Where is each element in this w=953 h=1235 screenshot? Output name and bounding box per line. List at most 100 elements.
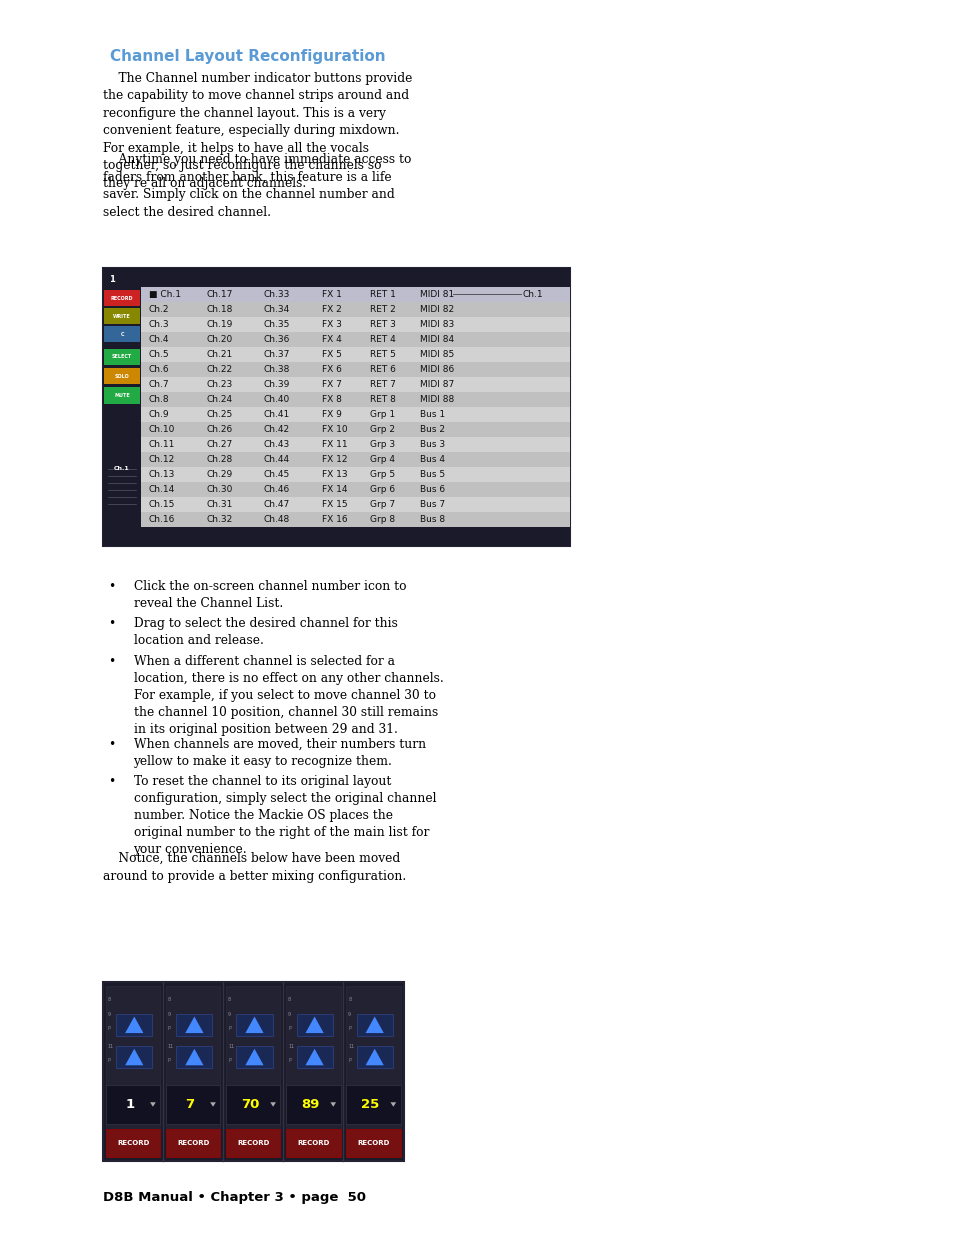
Polygon shape	[305, 1016, 323, 1032]
Text: Ch.16: Ch.16	[149, 515, 175, 525]
Text: Grp 5: Grp 5	[370, 471, 395, 479]
FancyBboxPatch shape	[104, 388, 140, 404]
Text: P: P	[228, 1026, 231, 1031]
Polygon shape	[390, 1103, 395, 1107]
Text: RECORD: RECORD	[111, 296, 133, 301]
FancyBboxPatch shape	[141, 482, 570, 498]
FancyBboxPatch shape	[346, 1130, 400, 1157]
Text: •: •	[108, 739, 115, 751]
Text: Ch.12: Ch.12	[149, 456, 175, 464]
Text: P: P	[348, 1026, 351, 1031]
FancyBboxPatch shape	[286, 986, 340, 1157]
FancyBboxPatch shape	[104, 290, 140, 306]
Text: Ch.13: Ch.13	[149, 471, 175, 479]
Text: Ch.28: Ch.28	[206, 456, 233, 464]
Text: RECORD: RECORD	[177, 1140, 209, 1146]
Text: Ch.10: Ch.10	[149, 425, 175, 433]
Text: FX 6: FX 6	[322, 364, 342, 374]
Text: Click the on-screen channel number icon to
reveal the Channel List.: Click the on-screen channel number icon …	[133, 580, 406, 610]
FancyBboxPatch shape	[226, 986, 280, 1157]
FancyBboxPatch shape	[141, 467, 570, 482]
Polygon shape	[150, 1103, 155, 1107]
Text: 89: 89	[301, 1098, 319, 1112]
Text: MIDI 86: MIDI 86	[419, 364, 454, 374]
Text: MUTE: MUTE	[114, 393, 130, 398]
FancyBboxPatch shape	[141, 452, 570, 467]
Text: Ch.9: Ch.9	[149, 410, 170, 419]
Text: 9: 9	[108, 1011, 111, 1016]
FancyBboxPatch shape	[141, 268, 570, 287]
Text: P: P	[348, 1058, 351, 1063]
Text: 8: 8	[108, 997, 111, 1003]
Text: Bus 8: Bus 8	[419, 515, 444, 525]
Text: FX 14: FX 14	[322, 485, 348, 494]
FancyBboxPatch shape	[346, 1084, 400, 1124]
Text: FX 8: FX 8	[322, 395, 342, 404]
FancyBboxPatch shape	[103, 268, 141, 546]
Text: Ch.1: Ch.1	[521, 289, 542, 299]
Text: Channel Layout Reconfiguration: Channel Layout Reconfiguration	[110, 49, 385, 64]
Text: Ch.19: Ch.19	[206, 320, 233, 329]
FancyBboxPatch shape	[166, 1130, 220, 1157]
Text: RET 2: RET 2	[370, 305, 395, 314]
Text: 8: 8	[348, 997, 351, 1003]
Text: 9: 9	[348, 1011, 351, 1016]
Text: Ch.25: Ch.25	[206, 410, 233, 419]
Text: MIDI 82: MIDI 82	[419, 305, 454, 314]
Text: RET 5: RET 5	[370, 350, 395, 358]
Text: Ch.6: Ch.6	[149, 364, 170, 374]
Text: 8: 8	[228, 997, 231, 1003]
FancyBboxPatch shape	[166, 986, 220, 1157]
FancyBboxPatch shape	[116, 1014, 152, 1035]
Text: 8: 8	[288, 997, 291, 1003]
Text: Bus 6: Bus 6	[419, 485, 444, 494]
Text: FX 3: FX 3	[322, 320, 342, 329]
FancyBboxPatch shape	[141, 362, 570, 377]
Text: FX 9: FX 9	[322, 410, 342, 419]
FancyBboxPatch shape	[141, 287, 570, 301]
Text: Ch.21: Ch.21	[206, 350, 233, 358]
Text: 1: 1	[126, 1098, 134, 1112]
Polygon shape	[330, 1103, 335, 1107]
Text: Ch.47: Ch.47	[263, 500, 290, 509]
Text: 70: 70	[241, 1098, 259, 1112]
Text: FX 12: FX 12	[322, 456, 348, 464]
Text: MIDI 85: MIDI 85	[419, 350, 454, 358]
FancyBboxPatch shape	[176, 1014, 213, 1035]
Text: 9: 9	[228, 1011, 231, 1016]
Text: RECORD: RECORD	[357, 1140, 389, 1146]
Text: Ch.2: Ch.2	[149, 305, 169, 314]
Text: RET 8: RET 8	[370, 395, 395, 404]
Polygon shape	[185, 1049, 203, 1066]
Text: P: P	[108, 1026, 111, 1031]
Text: Ch.5: Ch.5	[149, 350, 170, 358]
Text: P: P	[108, 1058, 111, 1063]
Text: FX 16: FX 16	[322, 515, 348, 525]
Text: Notice, the channels below have been moved
around to provide a better mixing con: Notice, the channels below have been mov…	[103, 852, 406, 883]
Text: •: •	[108, 580, 115, 594]
Text: P: P	[168, 1058, 171, 1063]
Text: •: •	[108, 655, 115, 668]
Text: Bus 4: Bus 4	[419, 456, 444, 464]
FancyBboxPatch shape	[286, 1084, 340, 1124]
FancyBboxPatch shape	[176, 1046, 213, 1068]
FancyBboxPatch shape	[141, 437, 570, 452]
Text: 11: 11	[168, 1044, 174, 1049]
FancyBboxPatch shape	[106, 1084, 160, 1124]
Text: Ch.26: Ch.26	[206, 425, 233, 433]
FancyBboxPatch shape	[236, 1046, 273, 1068]
Text: 9: 9	[168, 1011, 171, 1016]
Text: Ch.33: Ch.33	[263, 289, 290, 299]
Text: RET 7: RET 7	[370, 380, 395, 389]
Text: FX 2: FX 2	[322, 305, 342, 314]
FancyBboxPatch shape	[346, 986, 400, 1157]
Text: MIDI 83: MIDI 83	[419, 320, 454, 329]
Text: Bus 1: Bus 1	[419, 410, 444, 419]
Text: 1: 1	[109, 275, 114, 284]
Text: Ch.14: Ch.14	[149, 485, 175, 494]
Text: Ch.15: Ch.15	[149, 500, 175, 509]
Polygon shape	[125, 1016, 143, 1032]
Text: RECORD: RECORD	[297, 1140, 329, 1146]
FancyBboxPatch shape	[356, 1046, 393, 1068]
Text: Ch.45: Ch.45	[263, 471, 290, 479]
